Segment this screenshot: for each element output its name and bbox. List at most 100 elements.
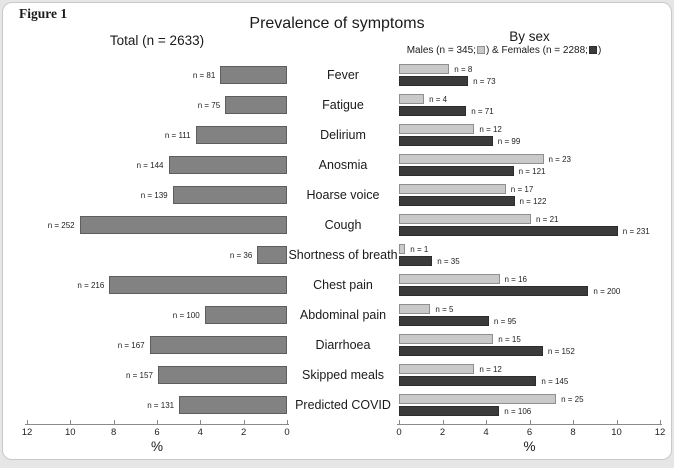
female-bar	[399, 406, 500, 416]
male-bar-line: n = 25	[399, 394, 671, 404]
male-count-label: n = 21	[536, 214, 559, 224]
symptom-row: n = 144 Anosmia n = 23 n = 121	[3, 150, 671, 180]
male-count-label: n = 12	[479, 124, 502, 134]
male-bar	[399, 94, 425, 104]
male-bar	[399, 364, 475, 374]
female-count-label: n = 73	[473, 76, 496, 86]
females-legend-swatch-icon	[588, 46, 597, 54]
total-bar	[225, 96, 287, 114]
male-bar-line: n = 4	[399, 94, 671, 104]
female-count-label: n = 122	[519, 196, 547, 206]
total-bar	[257, 246, 287, 264]
axis-tick	[442, 420, 444, 424]
category-label: Fatigue	[322, 98, 364, 112]
female-count-label: n = 35	[437, 256, 460, 266]
sex-bars-cell: n = 15 n = 152	[399, 334, 671, 356]
axis-tick	[113, 420, 115, 424]
symptom-row: n = 36 Shortness of breath n = 1 n = 35	[3, 240, 671, 270]
total-count-label: n = 131	[147, 400, 175, 410]
category-label: Predicted COVID	[295, 398, 391, 412]
axis-tick-label: 0	[396, 427, 402, 438]
axis-tick	[27, 420, 28, 424]
total-bar	[157, 366, 287, 384]
sex-bars-cell: n = 12 n = 145	[399, 364, 671, 386]
axis-line	[397, 424, 662, 425]
category-label: Abdominal pain	[299, 308, 387, 322]
total-count-label: n = 144	[136, 160, 164, 170]
axis-tick	[70, 420, 72, 424]
male-bar-line: n = 23	[399, 154, 671, 164]
axis-percent-label: %	[523, 439, 536, 454]
male-bar-line: n = 8	[399, 64, 671, 74]
axis-tick-label: 2	[439, 427, 446, 438]
axis-tick-label: 4	[483, 427, 489, 438]
male-bar-line: n = 12	[399, 124, 671, 134]
male-bar	[399, 244, 406, 254]
total-count-label: n = 111	[164, 130, 191, 140]
sex-bars-cell: n = 5 n = 95	[399, 304, 671, 326]
male-count-label: n = 17	[510, 184, 534, 194]
total-count-label: n = 100	[172, 310, 200, 320]
female-bar-line: n = 71	[399, 106, 671, 116]
male-bar	[399, 154, 544, 164]
sex-bars-cell: n = 4 n = 71	[399, 94, 671, 116]
chart-title: Prevalence of symptoms	[249, 15, 425, 32]
total-bar-cell: n = 100	[3, 306, 287, 324]
male-count-label: n = 1	[410, 244, 429, 254]
category-label: Skipped meals	[302, 368, 384, 382]
female-bar-line: n = 121	[399, 166, 671, 176]
total-bar-cell: n = 216	[3, 276, 287, 294]
sex-bars-cell: n = 12 n = 99	[399, 124, 671, 146]
axis-tick-label: 10	[65, 427, 76, 438]
category-label: Delirium	[320, 128, 366, 142]
female-bar-line: n = 200	[399, 286, 671, 296]
male-bar	[399, 304, 431, 314]
category-label: Fever	[327, 68, 359, 82]
sex-bars-cell: n = 21 n = 231	[399, 214, 671, 236]
female-count-label: n = 95	[493, 316, 517, 326]
axis-percent-label: %	[150, 439, 163, 454]
by-sex-x-axis: 0 2 4 6 8 10 12%	[396, 420, 665, 462]
female-bar	[399, 226, 618, 236]
male-bar	[399, 184, 506, 194]
total-bar	[204, 306, 287, 324]
axis-tick-label: 2	[241, 427, 247, 438]
female-bar	[399, 316, 489, 326]
axis-tick-label: 10	[611, 427, 622, 438]
axis-tick	[486, 420, 487, 424]
female-bar-line: n = 95	[399, 316, 671, 326]
female-bar	[399, 376, 537, 386]
category-label: Chest pain	[313, 278, 373, 292]
symptom-row: n = 216 Chest pain n = 16 n = 200	[3, 270, 671, 300]
axis-tick-label: 12	[654, 427, 666, 438]
male-bar-line: n = 17	[399, 184, 671, 194]
total-count-label: n = 81	[192, 70, 216, 80]
male-bar	[399, 274, 500, 284]
total-bar-cell: n = 252	[3, 216, 287, 234]
total-bar-cell: n = 139	[3, 186, 287, 204]
male-bar-line: n = 15	[399, 334, 671, 344]
female-bar-line: n = 145	[399, 376, 671, 386]
axis-tick-label: 12	[21, 427, 33, 438]
symptom-row: n = 167 Diarrhoea n = 15 n = 152	[3, 330, 671, 360]
male-count-label: n = 15	[498, 334, 521, 344]
axis-tick	[157, 420, 158, 424]
female-bar-line: n = 152	[399, 346, 671, 356]
female-bar-line: n = 106	[399, 406, 671, 416]
male-count-label: n = 8	[454, 64, 473, 74]
axis-tick-label: 8	[111, 427, 117, 438]
symptom-row: n = 157 Skipped meals n = 12 n = 145	[3, 360, 671, 390]
male-count-label: n = 16	[504, 274, 527, 284]
total-bar	[195, 126, 287, 144]
category-label: Anosmia	[318, 158, 368, 172]
female-bar	[399, 286, 589, 296]
axis-line	[25, 424, 289, 425]
category-label: Hoarse voice	[306, 188, 380, 202]
total-bar	[172, 186, 287, 204]
female-count-label: n = 99	[497, 136, 521, 146]
total-x-axis: 12 10 8 6 4 2 0%	[22, 420, 290, 462]
male-bar-line: n = 5	[399, 304, 671, 314]
sex-legend: Males (n = 345;) & Females (n = 2288;)	[339, 45, 669, 56]
total-bar-cell: n = 167	[3, 336, 287, 354]
axis-tick-label: 4	[197, 427, 203, 438]
